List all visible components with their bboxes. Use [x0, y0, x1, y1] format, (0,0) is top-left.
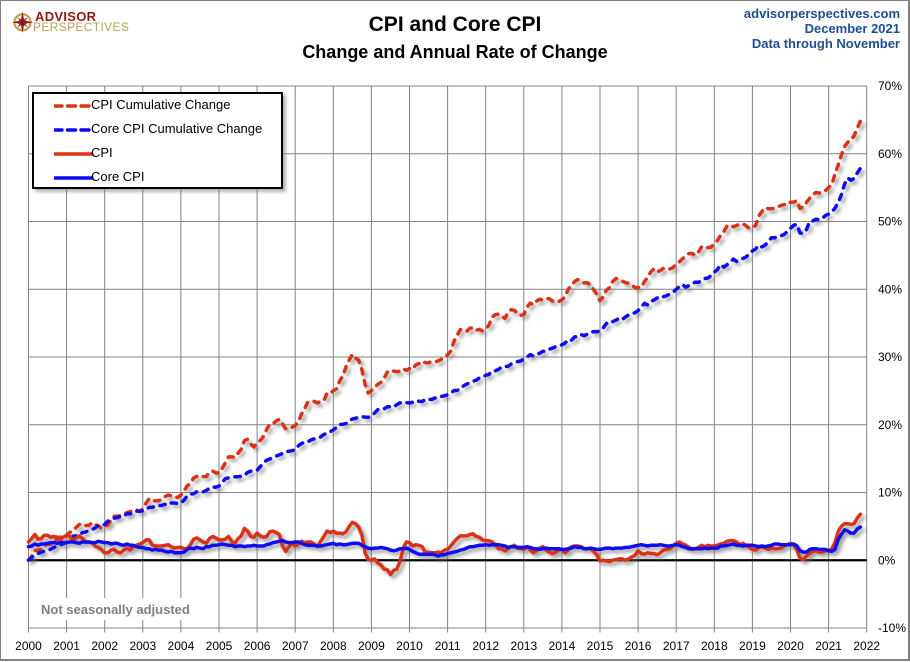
svg-text:50%: 50% [878, 215, 902, 229]
svg-text:2010: 2010 [396, 639, 423, 653]
svg-text:2000: 2000 [15, 639, 42, 653]
svg-text:2012: 2012 [472, 639, 499, 653]
svg-text:2016: 2016 [625, 639, 652, 653]
svg-text:2020: 2020 [777, 639, 804, 653]
svg-text:2009: 2009 [358, 639, 385, 653]
svg-text:2014: 2014 [549, 639, 576, 653]
svg-text:2021: 2021 [815, 639, 842, 653]
svg-text:2007: 2007 [282, 639, 309, 653]
svg-text:2005: 2005 [206, 639, 233, 653]
svg-text:10%: 10% [878, 486, 902, 500]
svg-text:20%: 20% [878, 418, 902, 432]
svg-text:2001: 2001 [53, 639, 80, 653]
svg-text:0%: 0% [878, 554, 896, 568]
svg-text:2013: 2013 [510, 639, 537, 653]
svg-text:60%: 60% [878, 147, 902, 161]
svg-text:2011: 2011 [435, 639, 461, 653]
svg-text:2022: 2022 [853, 639, 880, 653]
svg-text:2019: 2019 [739, 639, 766, 653]
svg-text:70%: 70% [878, 79, 902, 93]
svg-text:2017: 2017 [663, 639, 690, 653]
svg-text:2004: 2004 [168, 639, 195, 653]
svg-text:40%: 40% [878, 282, 902, 296]
svg-text:2008: 2008 [320, 639, 347, 653]
svg-text:30%: 30% [878, 350, 902, 364]
svg-text:2015: 2015 [587, 639, 614, 653]
svg-text:-10%: -10% [878, 621, 906, 635]
svg-text:Not seasonally adjusted: Not seasonally adjusted [41, 602, 190, 617]
svg-text:2018: 2018 [701, 639, 728, 653]
svg-text:2006: 2006 [244, 639, 271, 653]
svg-text:2003: 2003 [129, 639, 156, 653]
svg-text:2002: 2002 [91, 639, 118, 653]
